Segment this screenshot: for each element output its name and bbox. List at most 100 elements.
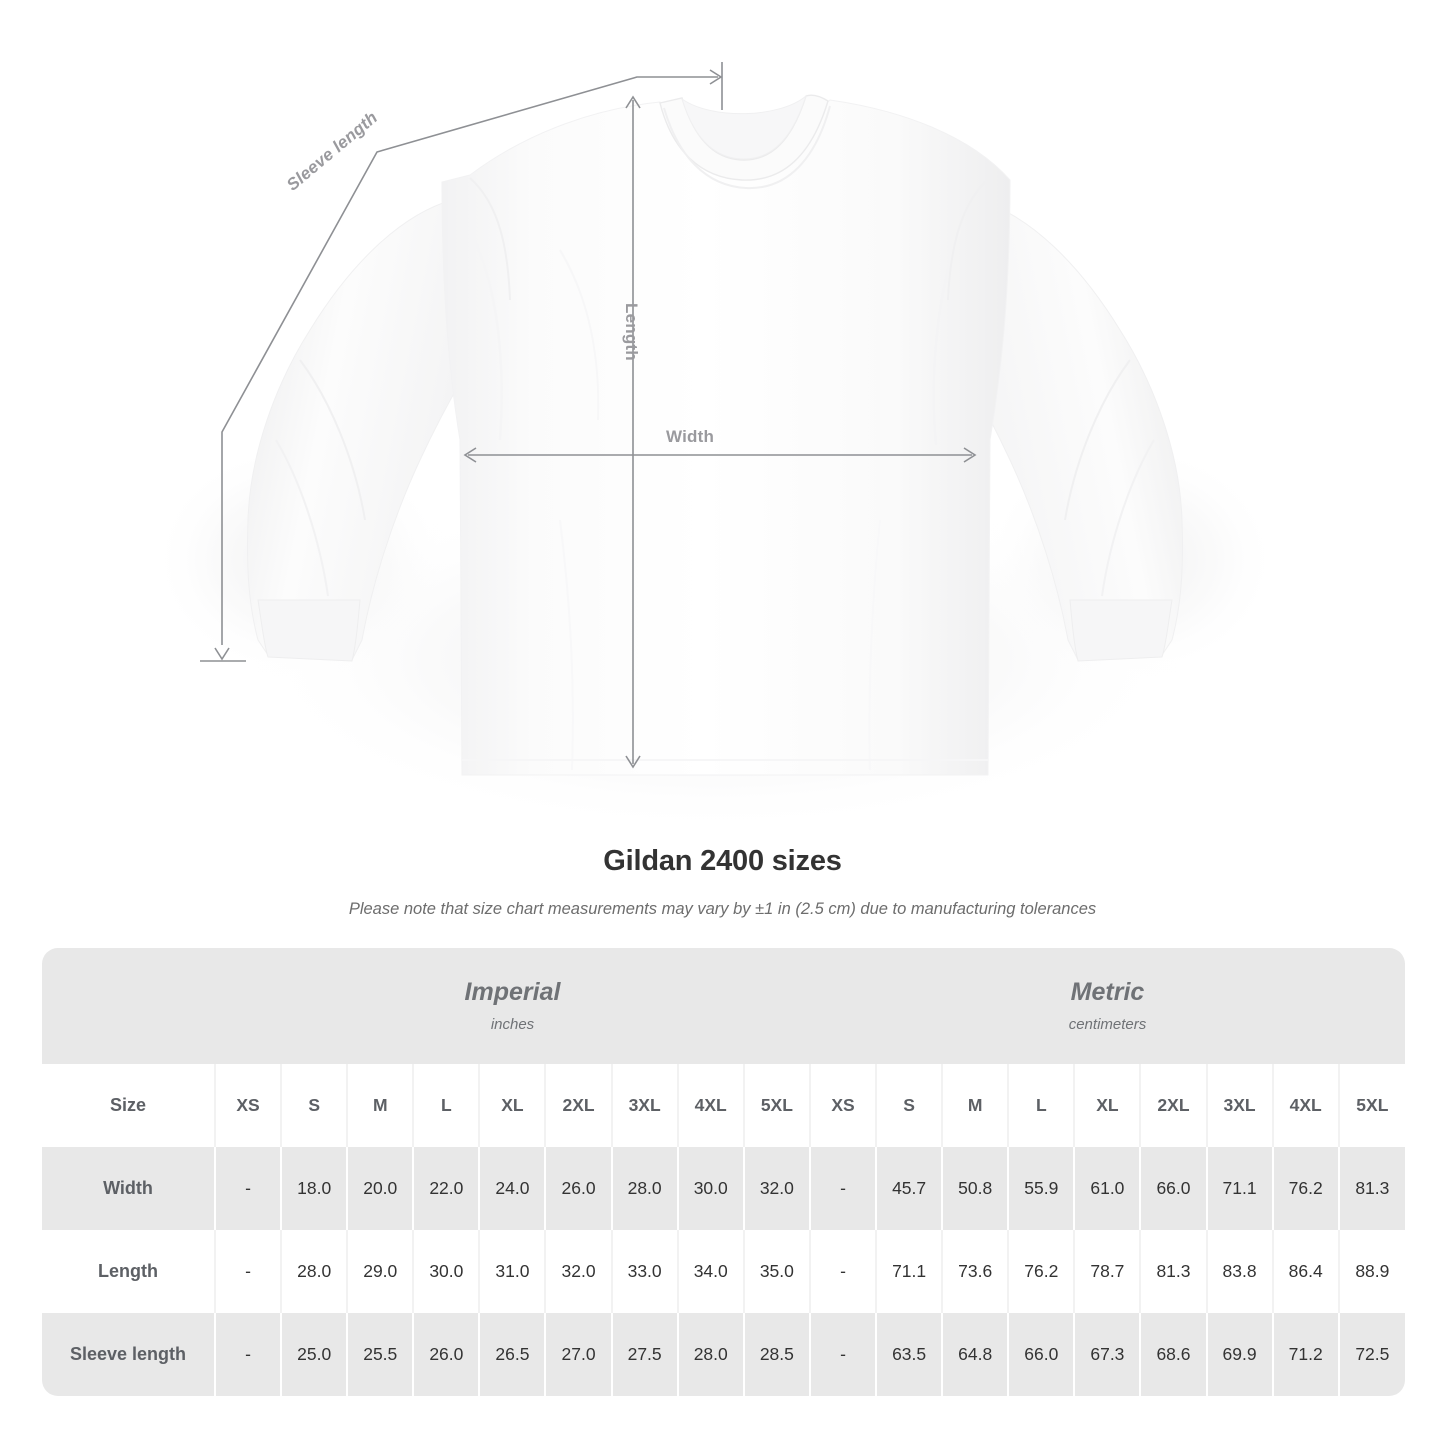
length-dimension [625,95,641,769]
cell-sleeve-metric-xl: 67.3 [1073,1313,1141,1396]
cell-length-metric-m: 73.6 [941,1230,1009,1313]
table-row: Width - 18.0 20.0 22.0 24.0 26.0 28.0 30… [42,1147,1405,1230]
table-row: Length - 28.0 29.0 30.0 31.0 32.0 33.0 3… [42,1230,1405,1313]
header-size-imperial-4xl: 4XL [676,1064,744,1147]
header-size-imperial-xl: XL [478,1064,546,1147]
cell-sleeve-imperial-3xl: 27.5 [610,1313,678,1396]
cell-width-imperial-5xl: 32.0 [742,1147,810,1230]
cell-sleeve-imperial-xs: - [214,1313,282,1396]
cell-length-imperial-xl: 31.0 [478,1230,546,1313]
unit-metric-name: Metric [1070,977,1145,1006]
cell-length-imperial-s: 28.0 [280,1230,348,1313]
header-size-metric-l: L [1007,1064,1075,1147]
page-title: Gildan 2400 sizes [603,845,842,877]
header-size-imperial-3xl: 3XL [610,1064,678,1147]
header-size-imperial-l: L [412,1064,480,1147]
size-chart-table: Imperial inches Metric centimeters Size … [42,948,1405,1396]
header-size-imperial-2xl: 2XL [544,1064,612,1147]
title-block: Gildan 2400 sizes Please note that size … [0,845,1445,919]
cell-width-imperial-4xl: 30.0 [676,1147,744,1230]
cell-width-metric-5xl: 81.3 [1337,1147,1405,1230]
cell-width-metric-4xl: 76.2 [1271,1147,1339,1230]
row-label-sleeve-length: Sleeve length [42,1313,216,1396]
unit-banner-spacer [42,948,216,1064]
header-size-imperial-xs: XS [214,1064,282,1147]
cell-length-imperial-3xl: 33.0 [610,1230,678,1313]
size-chart-table-wrap: Imperial inches Metric centimeters Size … [42,948,1405,1396]
cell-width-metric-l: 55.9 [1007,1147,1075,1230]
cell-length-metric-4xl: 86.4 [1271,1230,1339,1313]
unit-imperial-cell: Imperial inches [215,948,810,1064]
unit-metric-sub: centimeters [1068,1016,1147,1034]
row-label-width: Width [42,1147,216,1230]
cell-length-metric-2xl: 81.3 [1139,1230,1207,1313]
cell-sleeve-imperial-s: 25.0 [280,1313,348,1396]
cell-length-metric-xs: - [808,1230,877,1313]
header-size-metric-4xl: 4XL [1271,1064,1339,1147]
cell-sleeve-metric-xs: - [808,1313,877,1396]
cell-sleeve-metric-5xl: 72.5 [1337,1313,1405,1396]
header-size-imperial-s: S [280,1064,348,1147]
unit-imperial-sub: inches [490,1016,535,1034]
cell-sleeve-metric-3xl: 69.9 [1205,1313,1273,1396]
cell-sleeve-imperial-2xl: 27.0 [544,1313,612,1396]
cell-length-imperial-4xl: 34.0 [676,1230,744,1313]
cell-sleeve-metric-m: 64.8 [941,1313,1009,1396]
cell-sleeve-metric-s: 63.5 [875,1313,943,1396]
cell-width-metric-2xl: 66.0 [1139,1147,1207,1230]
cell-sleeve-imperial-m: 25.5 [346,1313,414,1396]
cell-length-imperial-l: 30.0 [412,1230,480,1313]
width-dimension [463,447,977,463]
cell-length-metric-s: 71.1 [875,1230,943,1313]
width-label: Width [666,427,715,446]
length-label: Length [622,303,641,361]
unit-banner-row: Imperial inches Metric centimeters [42,948,1405,1064]
unit-metric-cell: Metric centimeters [809,948,1405,1064]
table-row: Sleeve length - 25.0 25.5 26.0 26.5 27.0… [42,1313,1405,1396]
header-size-metric-xl: XL [1073,1064,1141,1147]
cell-width-metric-3xl: 71.1 [1205,1147,1273,1230]
header-size-imperial-5xl: 5XL [742,1064,810,1147]
header-size-imperial-m: M [346,1064,414,1147]
cell-length-metric-3xl: 83.8 [1205,1230,1273,1313]
cell-length-metric-xl: 78.7 [1073,1230,1141,1313]
size-header-row: Size XS S M L XL 2XL 3XL 4XL 5XL XS S M … [42,1064,1405,1147]
sleeve-length-dimension [200,62,723,662]
unit-imperial-name: Imperial [464,977,561,1006]
header-size-metric-5xl: 5XL [1337,1064,1405,1147]
cell-width-metric-m: 50.8 [941,1147,1009,1230]
header-size-metric-3xl: 3XL [1205,1064,1273,1147]
header-size-metric-2xl: 2XL [1139,1064,1207,1147]
cell-length-imperial-2xl: 32.0 [544,1230,612,1313]
header-size-metric-m: M [941,1064,1009,1147]
cell-length-imperial-m: 29.0 [346,1230,414,1313]
header-size-metric-s: S [875,1064,943,1147]
header-size-metric-xs: XS [808,1064,877,1147]
cell-width-imperial-xl: 24.0 [478,1147,546,1230]
row-label-length: Length [42,1230,216,1313]
cell-sleeve-imperial-l: 26.0 [412,1313,480,1396]
garment-diagram: Sleeve length Length Width [150,62,1280,830]
cell-width-metric-s: 45.7 [875,1147,943,1230]
cell-length-metric-l: 76.2 [1007,1230,1075,1313]
garment-illustration [150,62,1280,830]
cell-sleeve-imperial-4xl: 28.0 [676,1313,744,1396]
cell-width-metric-xs: - [808,1147,877,1230]
cell-width-metric-xl: 61.0 [1073,1147,1141,1230]
cell-width-imperial-s: 18.0 [280,1147,348,1230]
cell-length-imperial-xs: - [214,1230,282,1313]
cell-width-imperial-2xl: 26.0 [544,1147,612,1230]
cell-sleeve-metric-l: 66.0 [1007,1313,1075,1396]
cell-sleeve-imperial-xl: 26.5 [478,1313,546,1396]
cell-width-imperial-m: 20.0 [346,1147,414,1230]
cell-sleeve-imperial-5xl: 28.5 [742,1313,810,1396]
cell-width-imperial-xs: - [214,1147,282,1230]
header-size-label: Size [42,1064,216,1147]
cell-length-imperial-5xl: 35.0 [742,1230,810,1313]
cell-width-imperial-l: 22.0 [412,1147,480,1230]
cell-width-imperial-3xl: 28.0 [610,1147,678,1230]
tolerance-note: Please note that size chart measurements… [348,900,1097,918]
cell-length-metric-5xl: 88.9 [1337,1230,1405,1313]
cell-sleeve-metric-4xl: 71.2 [1271,1313,1339,1396]
cell-sleeve-metric-2xl: 68.6 [1139,1313,1207,1396]
